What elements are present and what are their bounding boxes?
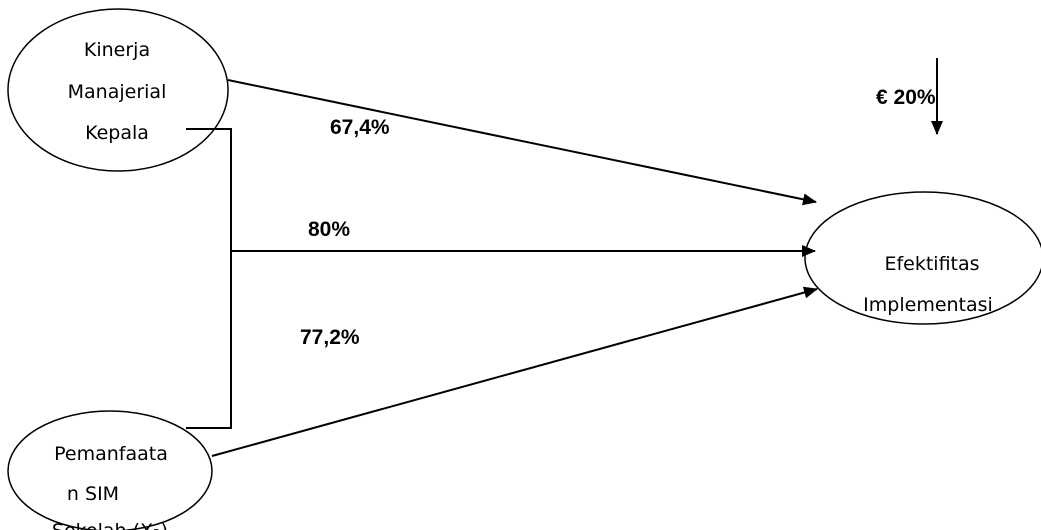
node-pemanfaatan-line-1: Pemanfaata (54, 443, 168, 465)
node-kinerja-line-1: Kinerja (84, 39, 150, 61)
arrow-kinerja-to-efektifitas (227, 79, 817, 206)
combined-bracket-line (186, 128, 232, 429)
label-pemanfaatan-coefficient: 77,2% (300, 326, 360, 349)
node-kinerja-ellipse (7, 8, 229, 172)
node-kinerja-manajerial: Kinerja Manajerial Kepala (7, 8, 229, 172)
node-kinerja-line-2: Manajerial (68, 81, 167, 103)
node-efektifitas-line-1: Efektifitas (884, 253, 979, 275)
label-combined-coefficient: 80% (308, 218, 350, 241)
node-pemanfaatan-line-2: n SIM (67, 483, 119, 505)
node-pemanfaatan-ellipse (7, 410, 213, 530)
node-pemanfaatan-sim: Pemanfaata n SIM Sekolah (X₂) (7, 410, 213, 530)
label-error-term: € 20% (876, 86, 936, 109)
label-kinerja-coefficient: 67,4% (330, 116, 390, 139)
node-efektifitas-line-2: Implementasi (863, 294, 993, 316)
node-pemanfaatan-line-3: Sekolah (X₂) (52, 520, 168, 530)
node-efektifitas-implementasi: Efektifitas Implementasi (804, 191, 1041, 325)
arrow-pemanfaatan-to-efektifitas (211, 286, 818, 457)
node-efektifitas-ellipse (804, 191, 1041, 325)
node-kinerja-line-3: Kepala (85, 122, 149, 144)
